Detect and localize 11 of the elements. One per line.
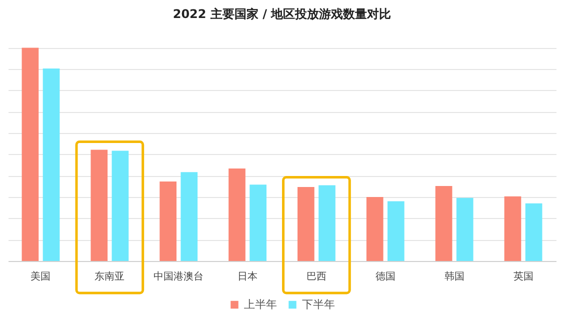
x-tick-label: 英国 xyxy=(513,270,534,282)
x-tick-label: 德国 xyxy=(375,272,396,282)
legend-label: 上半年 xyxy=(244,298,277,311)
x-tick-label: 韩国 xyxy=(444,270,464,282)
x-tick-label: 东南亚 xyxy=(94,270,125,282)
x-tick-label: 巴西 xyxy=(306,272,326,282)
x-tick-label: 中国港澳台 xyxy=(154,270,204,282)
x-tick-label: 日本 xyxy=(238,270,258,282)
x-tick-label: 美国 xyxy=(30,270,51,282)
chart-title: 2022 主要国家 / 地区投放游戏数量对比 xyxy=(172,7,392,21)
legend-label: 下半年 xyxy=(302,298,335,311)
